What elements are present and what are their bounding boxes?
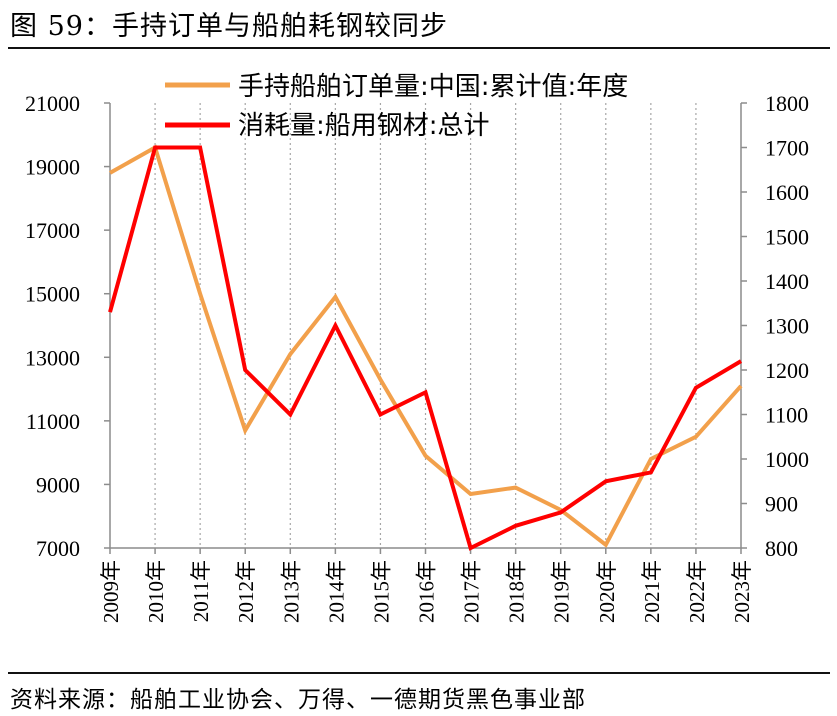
x-tick-label: 2013年: [279, 560, 303, 623]
y-axis-right-ticks: 800 900 1000 1100 1200 1300 1400 1500 1600 1700 18…: [765, 91, 809, 561]
y-left-tick-label: 9000: [36, 472, 80, 497]
x-tick-label: 2018年: [505, 560, 529, 623]
y-left-tick-label: 15000: [25, 282, 80, 307]
x-tick-label: 2020年: [595, 560, 619, 623]
y-right-tick-label: 1500: [765, 225, 809, 250]
y-right-tick-label: 1600: [765, 180, 809, 205]
x-axis-labels: 2009年 2010年 2011年 2012年 2013年 2014年 2015年 2016年…: [99, 560, 754, 623]
y-right-tick-label: 1800: [765, 91, 809, 116]
y-left-tick-label: 17000: [25, 218, 80, 243]
x-tick-label: 2010年: [144, 560, 168, 623]
source-rule: [8, 672, 830, 674]
x-tick-label: 2011年: [189, 560, 213, 622]
axes: [104, 102, 747, 554]
y-left-tick-label: 21000: [25, 91, 80, 116]
x-tick-label: 2015年: [369, 560, 393, 623]
y-right-tick-label: 1700: [765, 136, 809, 161]
y-right-tick-label: 1400: [765, 269, 809, 294]
y-left-tick-label: 11000: [26, 409, 80, 434]
gridlines: [154, 103, 697, 548]
series-line-steel: [108, 145, 743, 551]
y-left-tick-label: 7000: [36, 536, 80, 561]
x-tick-label: 2023年: [730, 560, 754, 623]
x-tick-label: 2012年: [234, 560, 258, 623]
y-left-tick-label: 19000: [25, 155, 80, 180]
y-left-tick-label: 13000: [25, 345, 80, 370]
x-tick-label: 2017年: [460, 560, 484, 623]
y-right-tick-label: 1200: [765, 358, 809, 383]
y-right-tick-label: 800: [765, 536, 798, 561]
series-line-orders: [109, 144, 743, 548]
series-lines: [108, 144, 743, 551]
figure-title: 图 59：手持订单与船舶耗钢较同步: [10, 11, 448, 42]
x-tick-label: 2009年: [99, 560, 123, 623]
x-tick-label: 2014年: [324, 560, 348, 623]
figure-source: 资料来源：船舶工业协会、万得、一德期货黑色事业部: [10, 687, 586, 713]
y-right-tick-label: 1100: [765, 403, 808, 428]
y-right-tick-label: 900: [765, 492, 798, 517]
x-tick-label: 2022年: [685, 560, 709, 623]
y-right-tick-label: 1300: [765, 314, 809, 339]
x-tick-label: 2019年: [550, 560, 574, 623]
y-axis-left-ticks: 7000 9000 11000 13000 15000 17000 19000 21000: [25, 91, 80, 561]
y-right-tick-label: 1000: [765, 447, 809, 472]
legend-label-orders: 手持船舶订单量:中国:累计值:年度: [238, 72, 628, 102]
legend: 手持船舶订单量:中国:累计值:年度 消耗量:船用钢材:总计: [165, 72, 628, 141]
x-tick-label: 2021年: [640, 560, 664, 623]
legend-label-steel: 消耗量:船用钢材:总计: [238, 111, 490, 141]
title-rule: [8, 47, 830, 49]
x-tick-label: 2016年: [415, 560, 439, 623]
